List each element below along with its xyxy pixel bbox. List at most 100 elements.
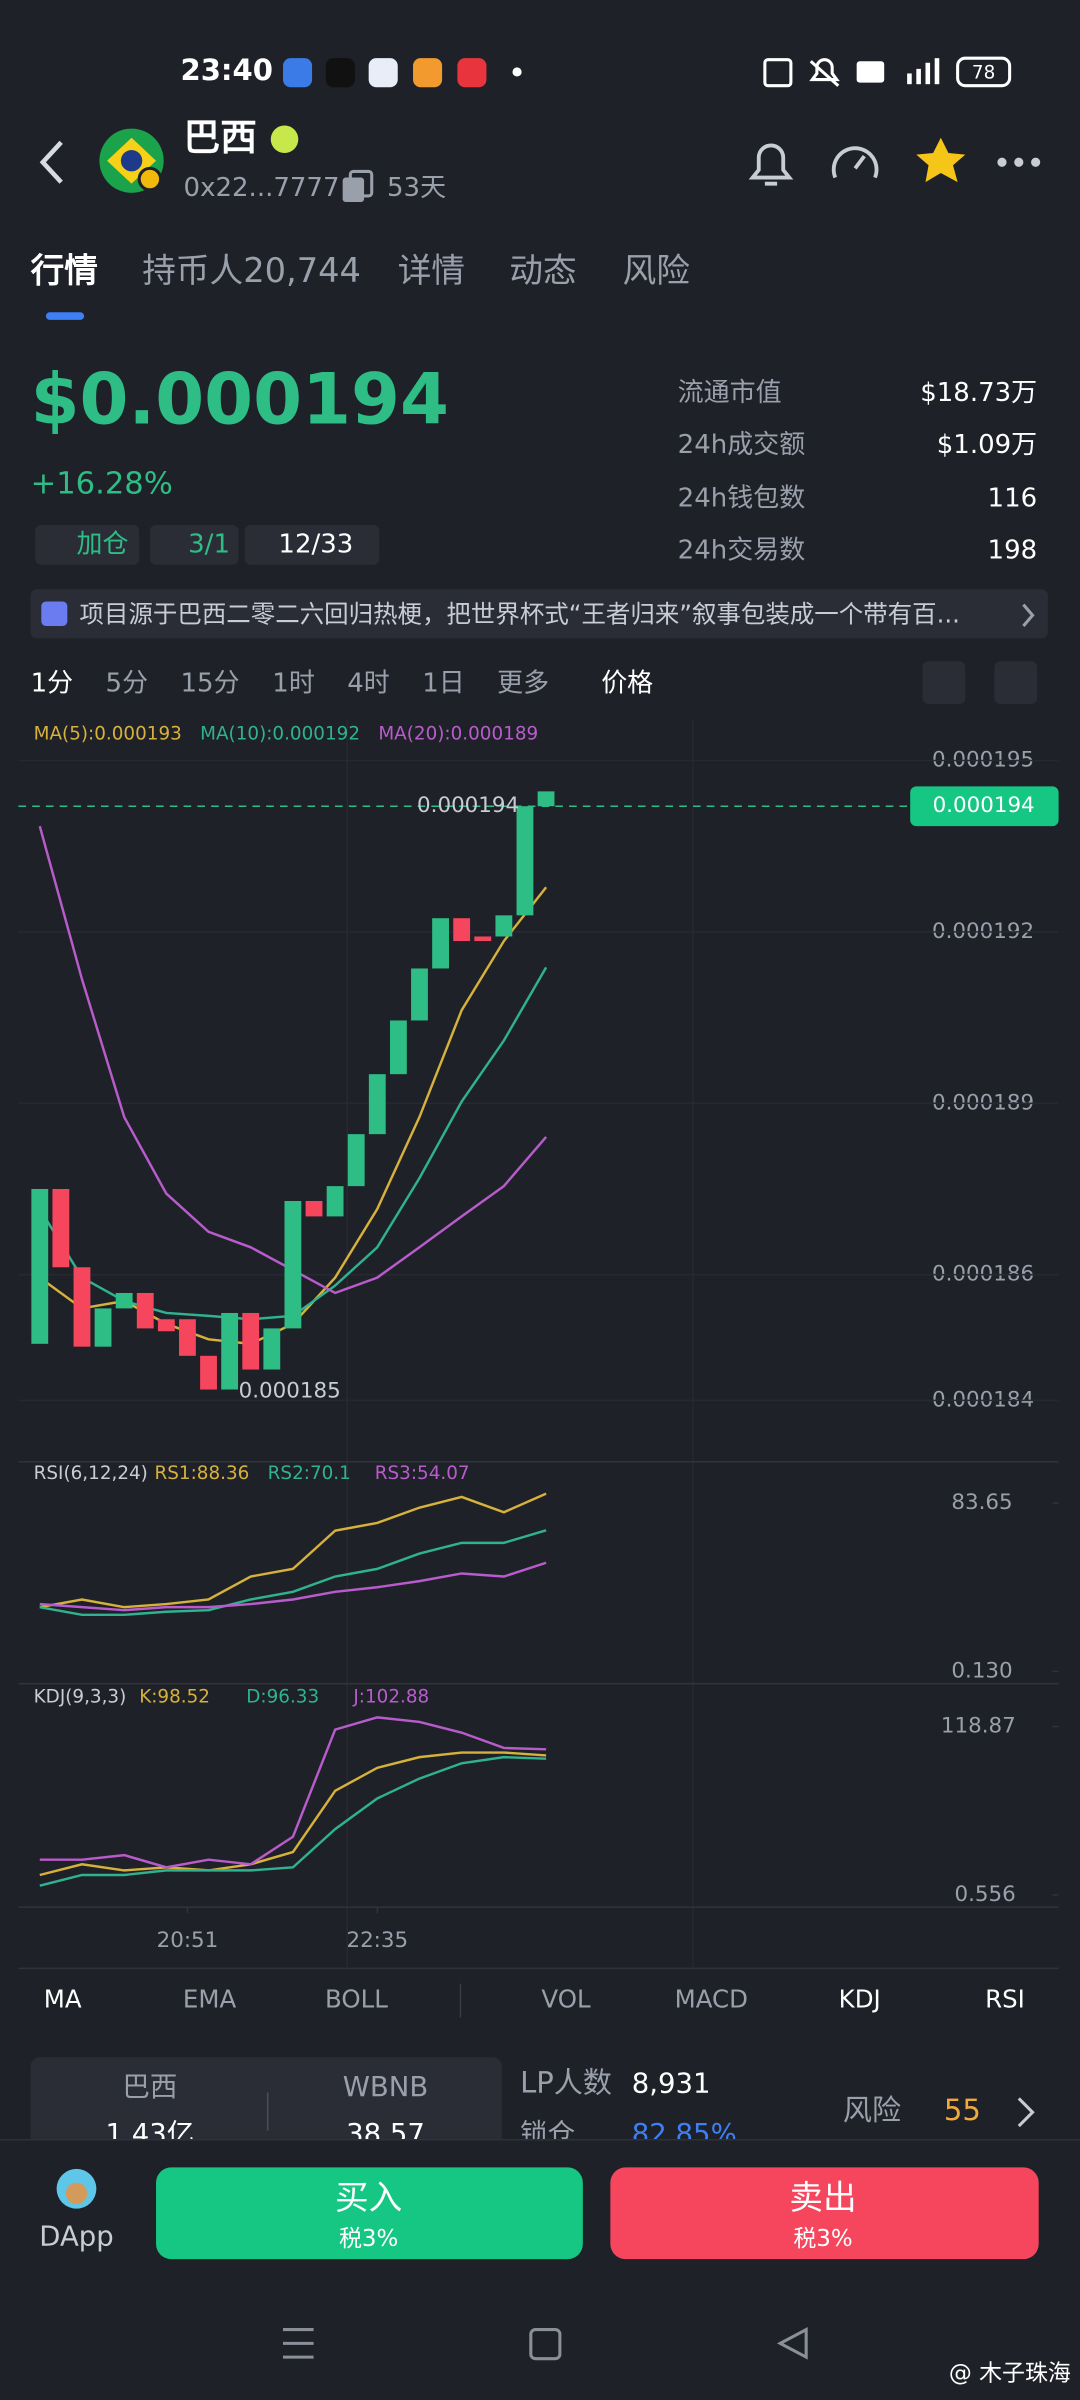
candle (31, 1188, 49, 1344)
indicator-tab[interactable]: EMA (183, 1985, 237, 2014)
last-price-tag: 0.000194 (933, 793, 1035, 818)
stat-label: 24h钱包数 (678, 483, 806, 513)
gauge-button[interactable] (831, 146, 879, 179)
low-annotation: 0.000185 (239, 1378, 341, 1403)
badge (35, 525, 140, 565)
indicator-line (39, 1716, 547, 1869)
candle (411, 968, 428, 1021)
sell-label: 卖出 (789, 2178, 856, 2217)
interval[interactable]: 5分 (106, 669, 149, 699)
badge-rank: 12/33 (278, 529, 353, 559)
dapp-icon[interactable] (56, 2168, 97, 2209)
candle (305, 1200, 323, 1217)
price-change: +16.28% (31, 467, 173, 502)
legend-entry: D:96.33 (246, 1686, 319, 1707)
indicator-tab[interactable]: KDJ (839, 1985, 881, 2014)
pool-token: WBNB (343, 2071, 429, 2103)
legend-entry: MA(10):0.000192 (200, 724, 360, 745)
legend-entry: RS3:54.07 (375, 1463, 470, 1484)
chevron (1022, 603, 1035, 628)
candle (157, 1319, 175, 1332)
status-indicators (763, 56, 1012, 88)
buy-button[interactable] (156, 2167, 583, 2260)
indicator-line (39, 1529, 547, 1617)
candle (179, 1319, 196, 1356)
interval[interactable]: 15分 (181, 669, 240, 699)
last-price-box (910, 786, 1059, 827)
dapp-label: DApp (39, 2221, 113, 2253)
token-name: 巴西 (184, 116, 257, 159)
nav-home[interactable] (529, 2328, 562, 2361)
badge[interactable] (244, 525, 380, 565)
kdj-title: KDJ(9,3,3) (34, 1686, 127, 1707)
indicator-tab[interactable]: RSI (985, 1985, 1025, 2014)
token-avatar (99, 128, 164, 193)
buy-label: 买入 (335, 2178, 402, 2217)
alert-button[interactable] (748, 143, 794, 186)
back-button[interactable] (39, 140, 63, 184)
risk-label: 风险 (843, 2093, 901, 2127)
candle (516, 806, 534, 916)
indicator-tab[interactable]: VOL (541, 1985, 591, 2014)
nav-bar (283, 2327, 808, 2361)
indicator-tab[interactable]: BOLL (325, 1985, 388, 2014)
tab[interactable]: 行情 (31, 251, 98, 290)
last-price-label: 0.000194 (417, 793, 519, 818)
chevron[interactable] (1017, 2097, 1035, 2128)
risk-score: 55 (944, 2093, 981, 2127)
candle (242, 1312, 260, 1370)
pool-card (30, 2057, 502, 2165)
status-time: 23:40 (181, 53, 273, 87)
price-mode[interactable]: 价格 (601, 669, 653, 699)
token-age: 53天 (387, 173, 446, 203)
legend-entry: RS2:70.1 (268, 1463, 351, 1484)
tab[interactable]: 动态 (509, 251, 576, 290)
candle (94, 1308, 112, 1347)
legend-entry: J:102.88 (352, 1686, 429, 1707)
stat-label: 24h成交额 (678, 430, 806, 460)
tab[interactable]: 持币人20,744 (142, 251, 361, 290)
lp-count: 8,931 (632, 2068, 711, 2100)
stat-value: 198 (988, 536, 1038, 566)
tab[interactable]: 风险 (623, 251, 690, 290)
candle (347, 1134, 365, 1187)
y-tick-label: 0.130 (951, 1658, 1012, 1683)
candle (52, 1188, 70, 1268)
interval[interactable]: 1日 (422, 669, 465, 699)
x-tick-label: 20:51 (157, 1928, 219, 1953)
legend-entry: MA(20):0.000189 (378, 724, 538, 745)
indicator-line (39, 1561, 547, 1612)
candle (326, 1186, 344, 1217)
candle (389, 1020, 407, 1075)
candle (200, 1355, 217, 1390)
buy-tax: 税3% (339, 2226, 398, 2252)
y-tick-label: 83.65 (951, 1490, 1012, 1515)
nav-back[interactable] (776, 2327, 808, 2360)
legend-entry: K:98.52 (139, 1686, 210, 1707)
ai-banner[interactable] (30, 589, 1048, 639)
indicator-tab[interactable]: MACD (675, 1985, 748, 2014)
interval[interactable]: 1时 (272, 669, 315, 699)
indicator-tab[interactable]: MA (44, 1985, 82, 2014)
tab[interactable]: 详情 (398, 251, 465, 290)
legend-entry: RS1:88.36 (155, 1463, 250, 1484)
rsi-title: RSI(6,12,24) (34, 1463, 148, 1484)
stat-value: $1.09万 (937, 430, 1037, 460)
sell-button[interactable] (610, 2167, 1039, 2260)
interval[interactable]: 更多 (497, 669, 549, 699)
candle (221, 1312, 239, 1390)
interval[interactable]: 4时 (347, 669, 390, 699)
interval[interactable]: 1分 (31, 669, 74, 699)
candle (368, 1074, 386, 1135)
candle (432, 918, 449, 969)
favorite-button[interactable] (916, 137, 966, 183)
copy-icon[interactable] (342, 169, 374, 203)
nav-menu[interactable] (283, 2328, 314, 2359)
chart-tool[interactable] (922, 661, 966, 705)
more-button[interactable] (997, 157, 1041, 167)
candle (136, 1292, 154, 1329)
indicator-line (39, 1751, 547, 1877)
chart-settings[interactable] (994, 661, 1038, 705)
